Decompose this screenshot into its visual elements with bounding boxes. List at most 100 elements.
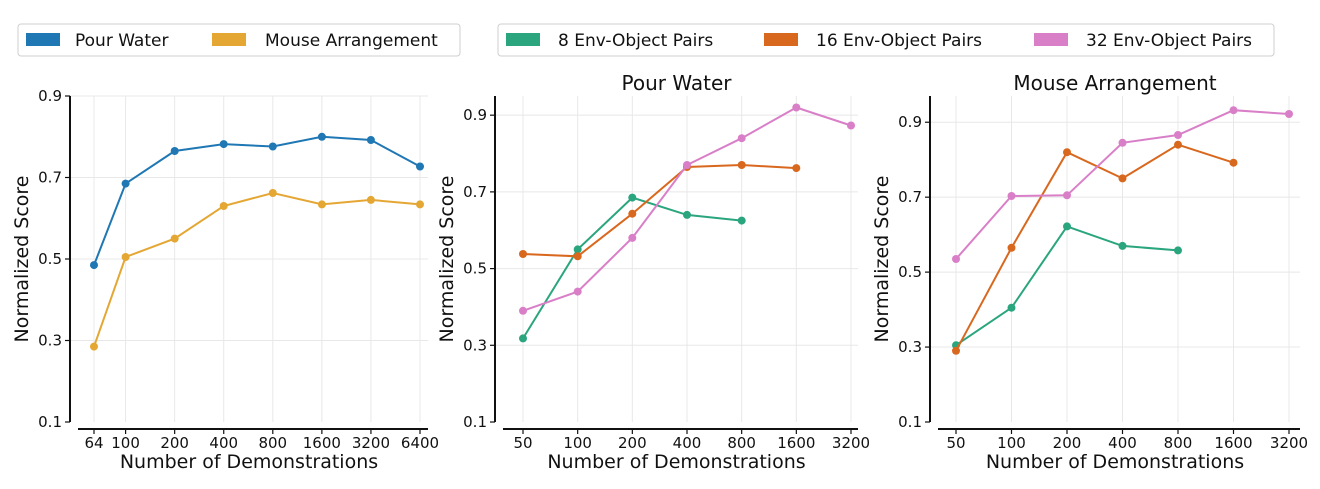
y-tick-label: 0.3: [463, 336, 487, 354]
y-tick-label: 0.9: [463, 106, 487, 124]
data-point: [121, 179, 130, 188]
x-tick-label: 800: [727, 434, 756, 452]
data-point: [219, 202, 228, 210]
x-tick-label: 1600: [777, 434, 815, 452]
x-tick-label: 64: [84, 434, 103, 452]
data-point: [737, 161, 746, 169]
series-line-pour-water: [93, 135, 421, 266]
data-point: [737, 134, 746, 143]
y-tick-label: 0.9: [898, 113, 922, 131]
data-point: [1118, 174, 1127, 183]
data-point: [519, 334, 527, 343]
legend-1-swatch-0: [26, 33, 60, 46]
data-point: [416, 200, 424, 209]
data-point: [519, 250, 527, 258]
x-tick-label: 200: [160, 434, 189, 452]
x-tick-label: 1600: [303, 434, 341, 452]
data-point: [1063, 148, 1071, 157]
data-point: [1229, 158, 1238, 167]
data-point: [519, 306, 527, 315]
series-line-16-env-object-pairs: [955, 143, 1234, 352]
x-tick-label: 400: [209, 434, 238, 452]
x-axis-label: Number of Demonstrations: [986, 451, 1244, 473]
y-tick-label: 0.3: [898, 338, 922, 356]
panel-overall: 0.1 0.3 0.5 0.7 0.9 64 100 200 400 800 1600 3200 640…: [11, 87, 439, 473]
x-tick-label: 3200: [1270, 434, 1308, 452]
x-tick-label: 800: [1164, 434, 1193, 452]
y-tick-label: 0.1: [38, 413, 62, 431]
x-tick-label: 3200: [352, 434, 390, 452]
x-tick-label: 1600: [1214, 434, 1252, 452]
panel-pour-water: 0.1 0.3 0.5 0.7 0.9 50 100 200 400 800 1600 3200 Num…: [436, 71, 870, 473]
x-tick-label: 50: [513, 434, 532, 452]
x-tick-label: 100: [997, 434, 1026, 452]
legend-2-label-2: 32 Env-Object Pairs: [1086, 31, 1252, 51]
legend-2-label-1: 16 Env-Object Pairs: [816, 31, 982, 51]
x-tick-label: 800: [258, 434, 287, 452]
y-tick-label: 0.1: [463, 413, 487, 431]
data-point: [792, 103, 801, 112]
y-tick-label: 0.5: [898, 263, 922, 281]
x-tick-label: 400: [673, 434, 702, 452]
data-point: [366, 136, 375, 144]
y-tick-label: 0.7: [463, 183, 487, 201]
data-point: [683, 161, 691, 169]
data-point: [1007, 243, 1016, 252]
legend-1: Pour Water Mouse Arrangement: [17, 23, 461, 57]
legend-1-swatch-1: [212, 33, 246, 46]
legend-2: 8 Env-Object Pairs 16 Env-Object Pairs 3…: [497, 23, 1275, 57]
data-point: [1174, 131, 1182, 139]
data-point: [90, 342, 98, 351]
data-point: [121, 253, 130, 261]
legend-1-label-1: Mouse Arrangement: [265, 31, 438, 51]
data-point: [1174, 140, 1182, 149]
x-tick-label: 400: [1108, 434, 1137, 452]
data-point: [416, 162, 424, 171]
y-axis-label: Normalized Score: [11, 175, 33, 342]
x-axis-label: Number of Demonstrations: [120, 451, 378, 473]
data-point: [268, 142, 277, 151]
data-point: [1285, 110, 1293, 118]
x-tick-label: 6400: [401, 434, 439, 452]
data-point: [573, 287, 582, 296]
data-point: [219, 140, 228, 149]
x-tick-label: 100: [563, 434, 592, 452]
data-point: [366, 195, 375, 204]
y-tick-label: 0.5: [38, 250, 62, 268]
data-point: [170, 147, 179, 155]
data-point: [847, 121, 855, 130]
legend-2-swatch-0: [506, 33, 540, 46]
x-tick-label: 200: [618, 434, 647, 452]
y-tick-label: 0.7: [898, 188, 922, 206]
x-tick-label: 50: [946, 434, 965, 452]
data-point: [628, 233, 637, 242]
legend-2-swatch-2: [1034, 33, 1068, 46]
y-tick-label: 0.7: [38, 169, 62, 187]
data-point: [90, 261, 98, 270]
data-point: [1229, 106, 1238, 115]
data-point: [792, 164, 801, 173]
data-point: [1007, 192, 1016, 200]
data-point: [170, 234, 179, 243]
data-point: [1063, 222, 1071, 231]
data-point: [317, 132, 326, 141]
series-line-mouse-arrangement: [93, 191, 421, 347]
x-tick-label: 100: [111, 434, 140, 452]
y-axis-label: Normalized Score: [871, 175, 893, 342]
chart-title: Pour Water: [622, 71, 733, 95]
x-axis-label: Number of Demonstrations: [547, 451, 805, 473]
series-line-16-env-object-pairs: [522, 163, 797, 258]
data-point: [1007, 303, 1016, 312]
x-tick-label: 200: [1053, 434, 1082, 452]
x-tick-label: 3200: [832, 434, 870, 452]
data-point: [683, 210, 691, 219]
chart-title: Mouse Arrangement: [1013, 71, 1216, 95]
data-point: [628, 193, 637, 202]
data-point: [952, 255, 960, 263]
data-point: [1118, 138, 1127, 147]
panel-mouse-arrangement: 0.1 0.3 0.5 0.7 0.9 50 100 200 400 800 1600 3200 Num…: [871, 71, 1308, 473]
y-tick-label: 0.1: [898, 413, 922, 431]
legend-1-label-0: Pour Water: [75, 31, 168, 51]
